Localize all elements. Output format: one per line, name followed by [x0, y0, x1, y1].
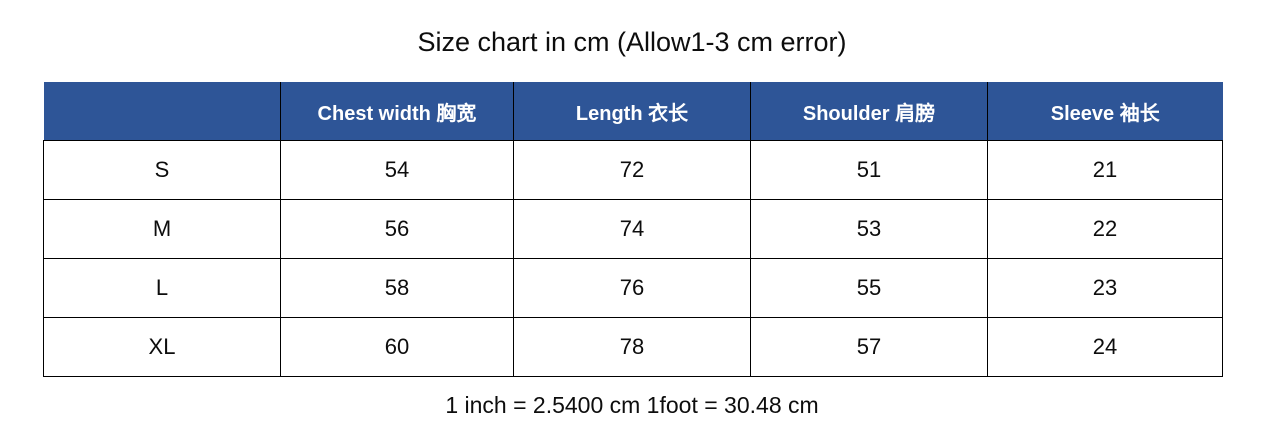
page-title: Size chart in cm (Allow1-3 cm error): [417, 27, 847, 57]
table-body: S 54 72 51 21 M 56 74 53 22 L 58 76 55 2…: [43, 140, 1223, 377]
column-header-chest-width: Chest width 胸宽: [280, 82, 514, 141]
cell-sleeve: 21: [987, 140, 1223, 200]
table-header-row: Chest width 胸宽 Length 衣长 Shoulder 肩膀 Sle…: [43, 82, 1223, 141]
cell-length: 74: [513, 199, 751, 259]
column-header-length: Length 衣长: [513, 82, 751, 141]
cell-sleeve: 24: [987, 317, 1223, 377]
cell-shoulder: 57: [750, 317, 988, 377]
cell-length: 78: [513, 317, 751, 377]
cell-chest-width: 58: [280, 258, 514, 318]
cell-size: XL: [43, 317, 281, 377]
cell-sleeve: 23: [987, 258, 1223, 318]
table-row: L 58 76 55 23: [43, 258, 1223, 318]
cell-size: L: [43, 258, 281, 318]
cell-size: S: [43, 140, 281, 200]
cell-length: 76: [513, 258, 751, 318]
cell-sleeve: 22: [987, 199, 1223, 259]
column-header-size: [43, 82, 281, 141]
column-header-sleeve: Sleeve 袖长: [987, 82, 1223, 141]
cell-shoulder: 51: [750, 140, 988, 200]
cell-chest-width: 60: [280, 317, 514, 377]
unit-conversion-note: 1 inch = 2.5400 cm 1foot = 30.48 cm: [445, 392, 819, 418]
cell-length: 72: [513, 140, 751, 200]
table-header: Chest width 胸宽 Length 衣长 Shoulder 肩膀 Sle…: [43, 82, 1223, 141]
cell-shoulder: 53: [750, 199, 988, 259]
cell-chest-width: 54: [280, 140, 514, 200]
table-row: S 54 72 51 21: [43, 140, 1223, 200]
column-header-shoulder: Shoulder 肩膀: [750, 82, 988, 141]
size-chart-table: Chest width 胸宽 Length 衣长 Shoulder 肩膀 Sle…: [43, 82, 1223, 377]
cell-size: M: [43, 199, 281, 259]
cell-shoulder: 55: [750, 258, 988, 318]
table-row: M 56 74 53 22: [43, 199, 1223, 259]
cell-chest-width: 56: [280, 199, 514, 259]
table-row: XL 60 78 57 24: [43, 317, 1223, 377]
